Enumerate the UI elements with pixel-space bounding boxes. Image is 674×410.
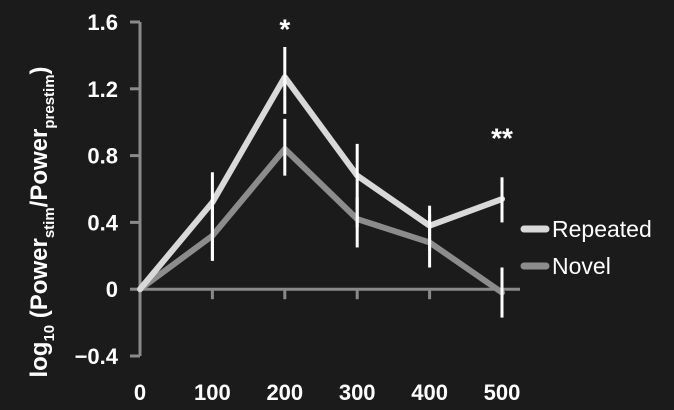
y-axis-label: log10 (Powerstim/Powerprestim) [26,66,58,377]
x-tick-labels: 0 100 200 300 400 500 [134,380,520,405]
series-line-repeated [137,74,505,293]
y-tick-label: 0 [106,277,118,302]
y-axis-label-prefix-sub: 10 [41,325,58,342]
x-tick-label: 500 [484,380,521,405]
y-tick-label: −0.4 [75,344,119,369]
y-axis-label-close: ) [26,66,53,74]
x-tick-label: 100 [194,380,231,405]
error-bars [210,47,504,318]
x-tick-label: 300 [339,380,376,405]
y-tick-label: 1.6 [87,10,118,35]
significance-annotation: ** [491,122,513,153]
legend-label-novel: Novel [552,253,611,279]
x-tick-label: 0 [134,380,146,405]
y-tick-labels: −0.4 0 0.4 0.8 1.2 1.6 [75,10,119,369]
x-tick-label: 200 [266,380,303,405]
y-axis-label-sub2: prestim [41,74,58,128]
y-tick-label: 0.4 [87,210,118,235]
axes [130,20,520,358]
y-axis-label-mid: /Power [26,129,53,208]
y-tick-label: 1.2 [87,77,118,102]
y-axis-label-prefix: log [26,342,53,378]
significance-annotation: * [279,14,290,45]
y-axis-label-sub1: stim [41,207,58,238]
legend: Repeated Novel [520,216,652,279]
y-tick-label: 0.8 [87,144,118,169]
y-axis-label-open: (Power [26,238,53,325]
series-line-novel [137,145,505,296]
legend-label-repeated: Repeated [552,216,652,242]
x-tick-label: 400 [411,380,448,405]
series-lines [137,74,505,296]
annotations: *** [279,14,513,154]
